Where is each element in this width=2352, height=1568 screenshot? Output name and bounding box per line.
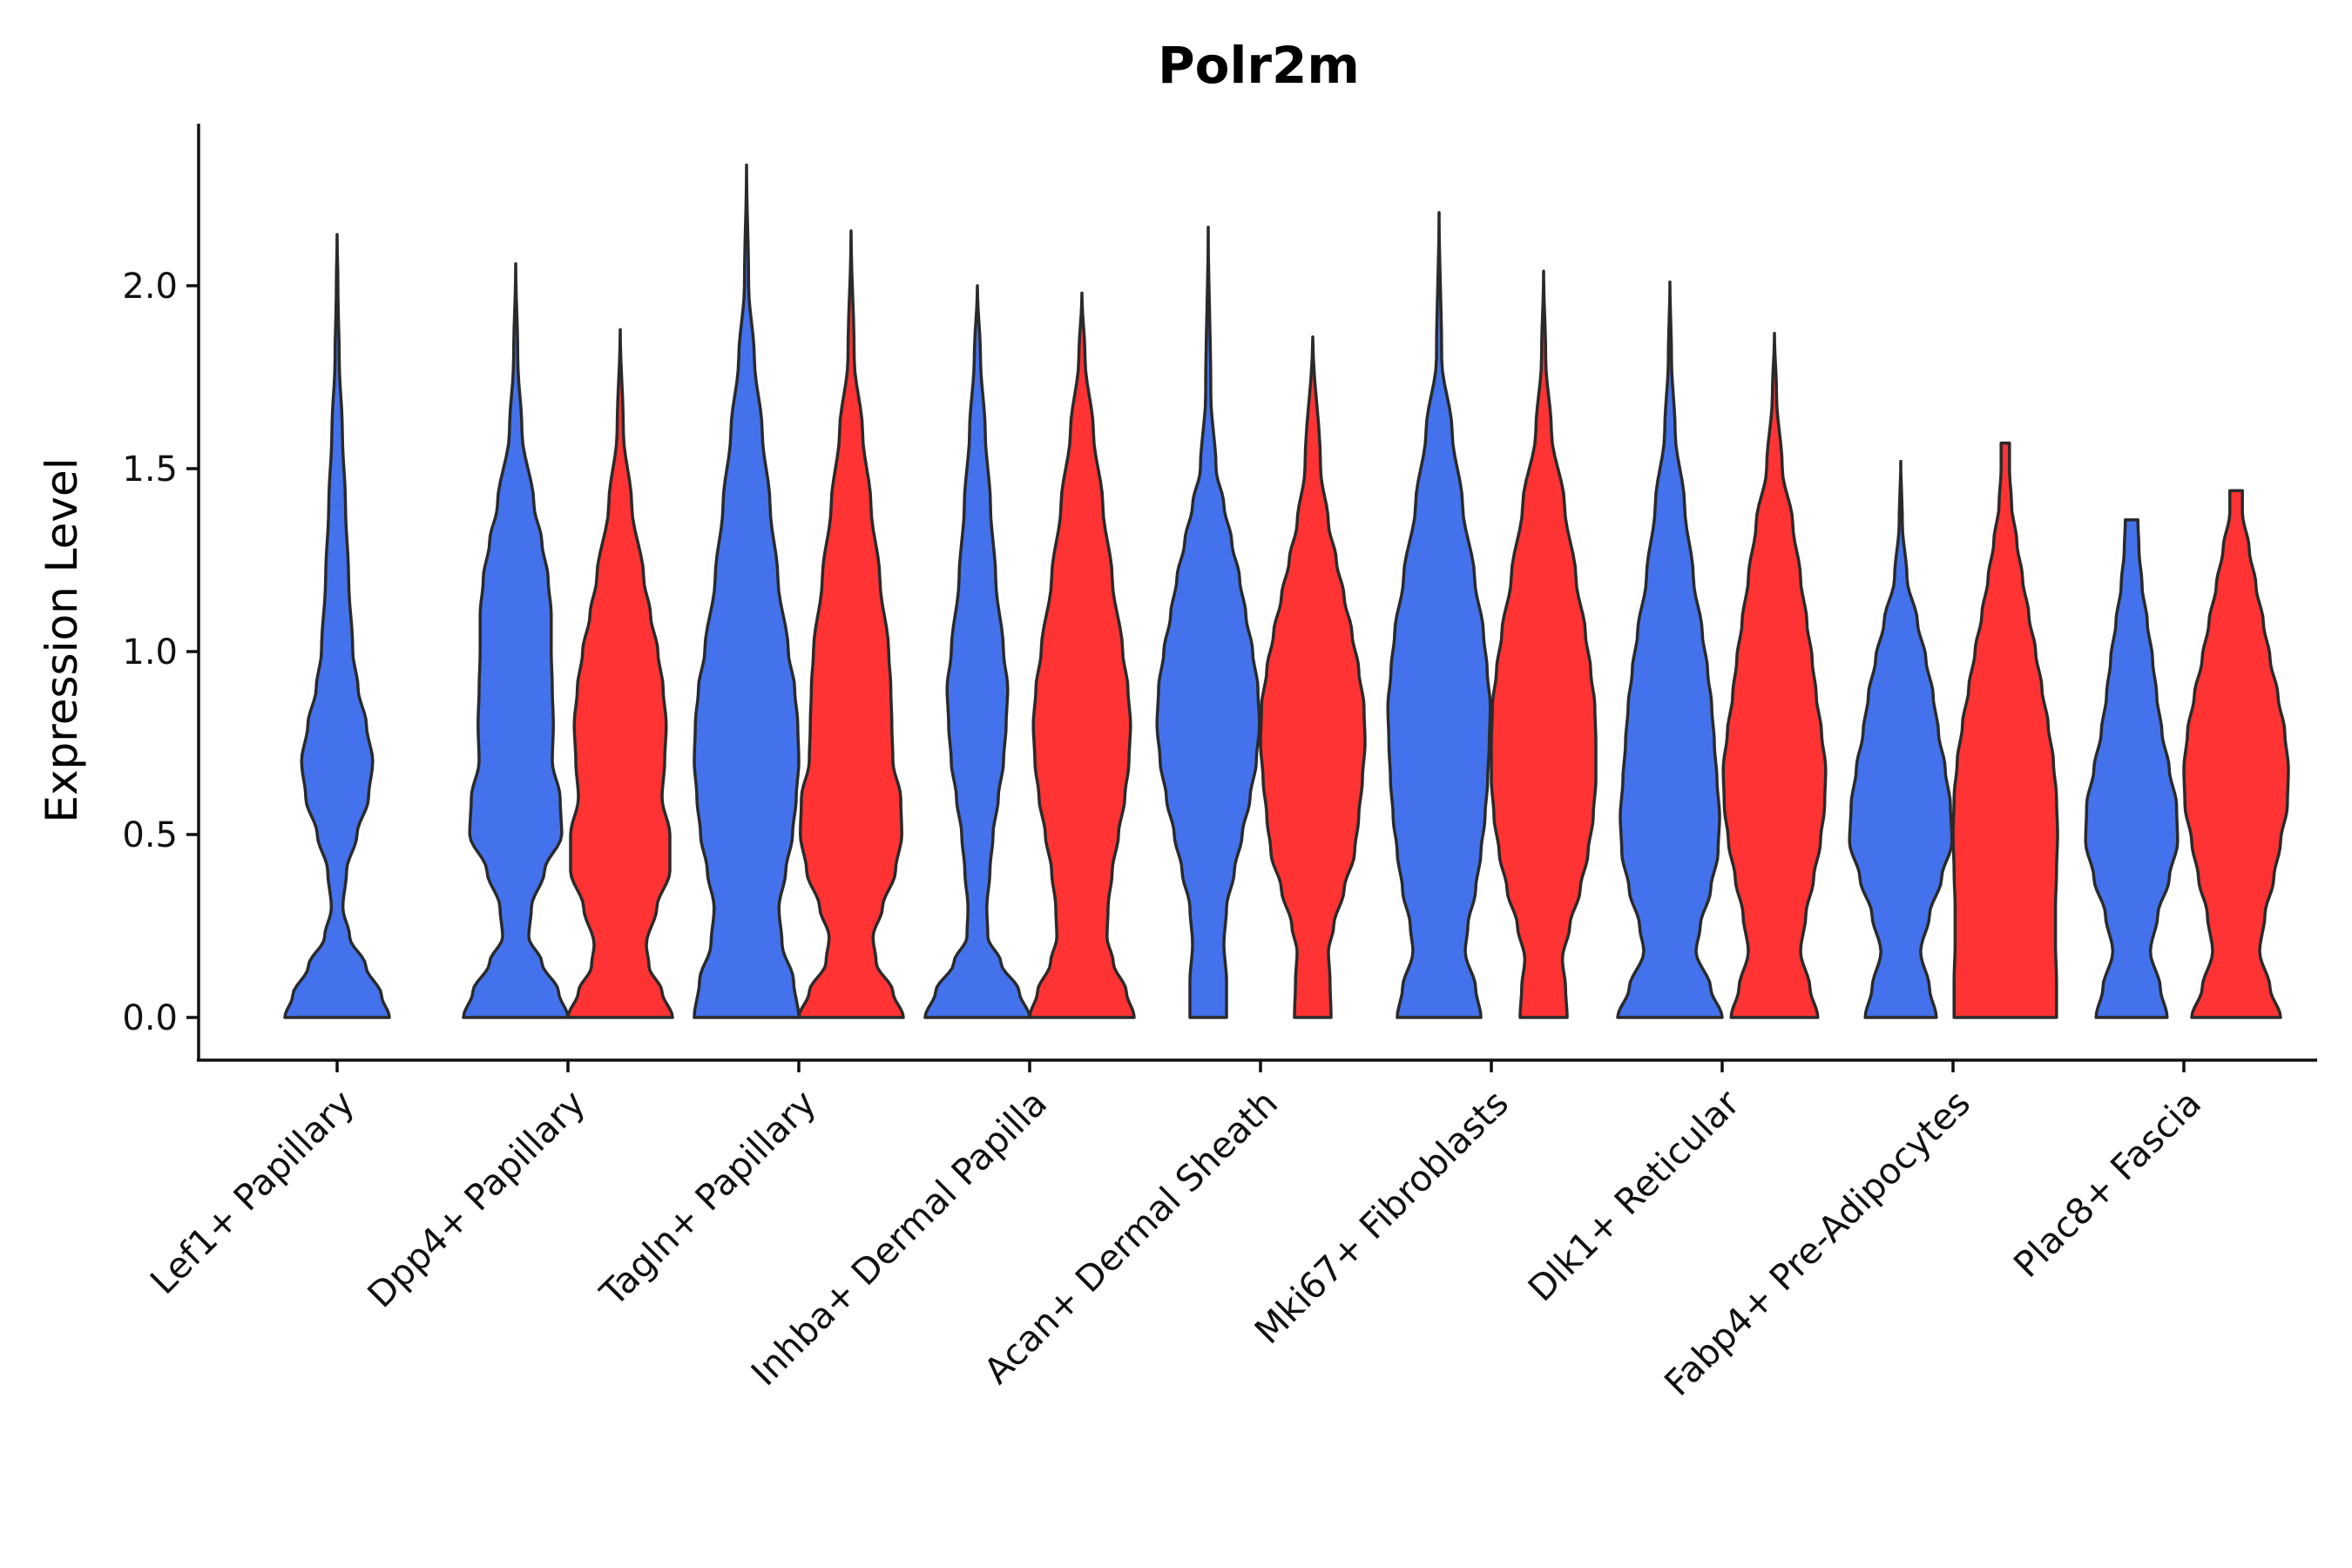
x-tick-label: Lef1+ Papillary (142, 1082, 362, 1302)
violin-red (2182, 489, 2290, 1019)
violin-blue (1848, 459, 1954, 1019)
violin-blue (693, 163, 801, 1019)
violin-red (797, 229, 905, 1019)
violin-blue (2084, 518, 2180, 1019)
x-tick-label: Tagln+ Papillary (591, 1082, 824, 1315)
y-tick-label: 2.0 (122, 267, 178, 307)
violin-red (1951, 441, 2059, 1019)
y-tick-label: 0.5 (122, 815, 178, 855)
violin-blue (1155, 226, 1261, 1019)
y-tick-label: 1.5 (122, 449, 178, 490)
x-tick-label: Mki67+ Fibroblasts (1247, 1082, 1517, 1352)
y-axis-label: Expression Level (37, 457, 87, 822)
y-tick-label: 1.0 (122, 632, 178, 672)
x-tick-label: Dlk1+ Reticular (1520, 1082, 1747, 1309)
violin-red (1259, 335, 1367, 1019)
violin-red (1028, 291, 1136, 1019)
violin-blue (923, 284, 1031, 1019)
y-ticks: 0.0 0.5 1.0 1.5 2.0 (122, 267, 199, 1038)
violin-red (1490, 269, 1598, 1019)
x-tick-label: Plac8+ Fascia (2005, 1082, 2209, 1286)
violin-blue (462, 262, 570, 1019)
x-tick-label: Dpp4+ Papillary (360, 1082, 593, 1315)
violin-red (566, 328, 674, 1019)
violin-group (283, 163, 2290, 1019)
y-tick-label: 0.0 (122, 998, 178, 1038)
violin-blue (1616, 280, 1724, 1019)
chart-title: Polr2m (1158, 36, 1360, 95)
violin-red (1721, 331, 1828, 1019)
violin-blue (283, 233, 391, 1019)
violin-blue (1386, 211, 1492, 1019)
